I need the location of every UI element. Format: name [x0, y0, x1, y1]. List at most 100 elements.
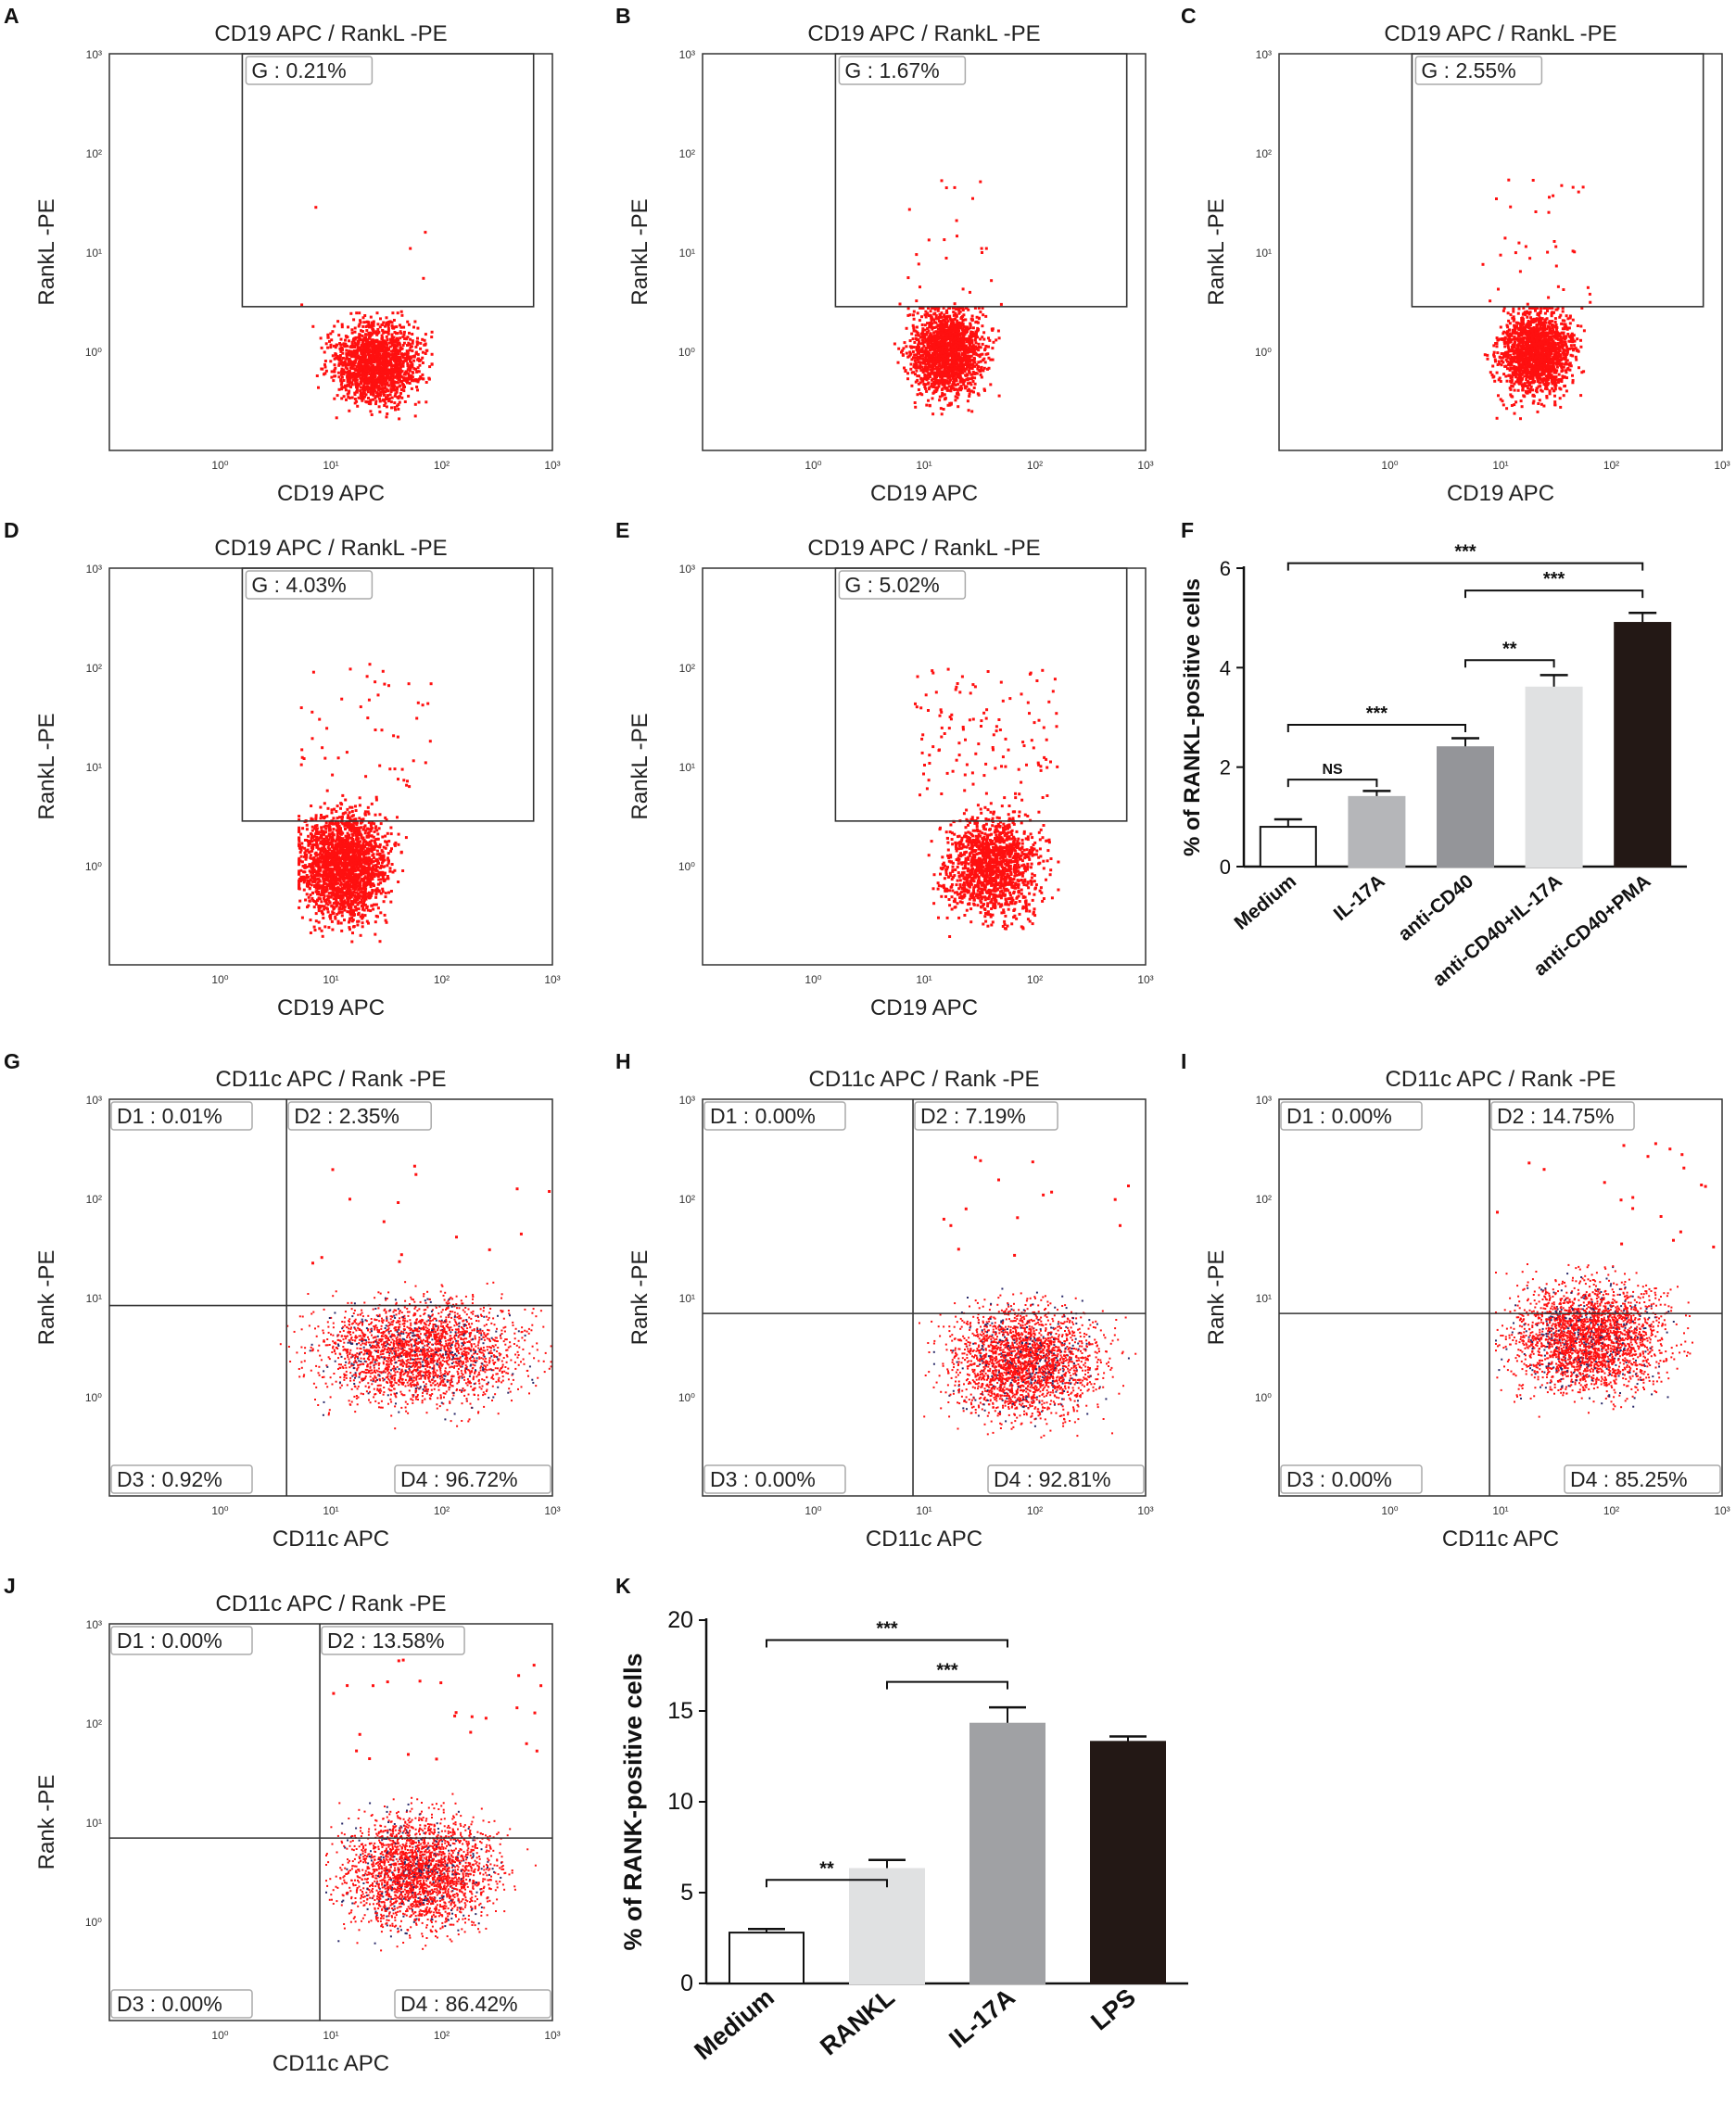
- event-dot: [410, 379, 413, 383]
- event-dot: [362, 321, 366, 324]
- event-dot: [357, 324, 361, 328]
- event-dot: [1540, 402, 1543, 406]
- event-dot: [1553, 384, 1556, 387]
- event-dot: [409, 247, 412, 250]
- event-dot: [954, 368, 957, 371]
- event-dot: [371, 385, 374, 388]
- event-dot: [953, 383, 956, 386]
- event-dot: [381, 386, 385, 390]
- event-dot: [912, 329, 916, 333]
- event-dot: [1577, 349, 1580, 353]
- event-dot: [355, 378, 359, 382]
- event-dot: [383, 351, 386, 355]
- event-dot: [1528, 365, 1532, 369]
- event-dot: [956, 388, 959, 392]
- event-dot: [354, 378, 357, 382]
- event-dot: [908, 350, 912, 354]
- event-dot: [1571, 381, 1575, 385]
- event-dot: [1566, 348, 1570, 351]
- event-dot: [908, 353, 912, 357]
- event-dot: [919, 363, 922, 367]
- event-dot: [1508, 386, 1512, 390]
- event-dot: [345, 371, 348, 374]
- event-dot: [1503, 336, 1507, 340]
- event-dot: [939, 336, 943, 340]
- event-dot: [939, 322, 943, 325]
- event-dot: [1502, 338, 1506, 342]
- event-dot: [386, 383, 389, 386]
- event-dot: [912, 356, 916, 360]
- event-dot: [963, 370, 967, 374]
- x-axis-label: CD19 APC: [870, 481, 978, 506]
- event-dot: [930, 382, 933, 386]
- event-dot: [972, 386, 976, 389]
- event-dot: [962, 324, 966, 328]
- event-dot: [951, 347, 955, 350]
- event-dot: [409, 355, 412, 359]
- event-dot: [1560, 380, 1564, 383]
- event-dot: [1527, 349, 1530, 353]
- event-dot: [1492, 355, 1496, 359]
- event-dot: [344, 363, 348, 367]
- event-dot: [1539, 327, 1542, 331]
- y-tick-label: 10³: [86, 48, 102, 61]
- event-dot: [1510, 356, 1514, 359]
- event-dot: [371, 358, 374, 361]
- event-dot: [931, 412, 935, 416]
- event-dot: [363, 359, 367, 361]
- event-dot: [954, 348, 957, 351]
- event-dot: [1502, 309, 1505, 312]
- event-dot: [949, 343, 953, 347]
- event-dot: [1561, 357, 1565, 361]
- event-dot: [345, 385, 348, 388]
- event-dot: [932, 331, 936, 335]
- event-dot: [916, 393, 919, 397]
- event-dot: [1543, 361, 1547, 365]
- event-dot: [930, 315, 933, 319]
- event-dot: [925, 370, 929, 374]
- event-dot: [1524, 348, 1527, 351]
- event-dot: [1490, 374, 1494, 376]
- x-tick-label: 10²: [434, 459, 450, 472]
- event-dot: [398, 371, 401, 374]
- event-dot: [390, 341, 394, 345]
- event-dot: [928, 313, 931, 317]
- event-dot: [360, 370, 363, 374]
- event-dot: [971, 335, 975, 338]
- event-dot: [937, 343, 941, 347]
- event-dot: [943, 370, 946, 374]
- event-dot: [374, 402, 377, 406]
- event-dot: [374, 330, 378, 334]
- event-dot: [380, 356, 383, 360]
- event-dot: [386, 375, 389, 379]
- event-dot: [955, 332, 958, 336]
- event-dot: [1540, 361, 1543, 364]
- event-dot: [1520, 383, 1524, 386]
- event-dot: [1523, 382, 1527, 386]
- event-dot: [339, 378, 343, 382]
- event-dot: [386, 338, 389, 341]
- event-dot: [951, 338, 955, 342]
- event-dot: [314, 206, 318, 209]
- event-dot: [1514, 340, 1516, 344]
- event-dot: [389, 337, 393, 341]
- event-dot: [1504, 358, 1508, 361]
- event-dot: [370, 362, 374, 366]
- event-dot: [1539, 316, 1542, 320]
- event-dot: [1535, 359, 1539, 362]
- event-dot: [944, 386, 948, 389]
- event-dot: [999, 302, 1003, 306]
- event-dot: [955, 355, 958, 359]
- event-dot: [1512, 352, 1515, 356]
- event-dot: [1524, 349, 1527, 353]
- event-dot: [359, 380, 362, 384]
- event-dot: [971, 351, 975, 355]
- event-dot: [1540, 377, 1544, 381]
- event-dot: [950, 362, 954, 365]
- event-dot: [1548, 320, 1552, 323]
- event-dot: [973, 382, 977, 386]
- event-dot: [381, 338, 385, 342]
- event-dot: [1528, 389, 1532, 393]
- event-dot: [360, 361, 363, 364]
- event-dot: [1526, 359, 1529, 362]
